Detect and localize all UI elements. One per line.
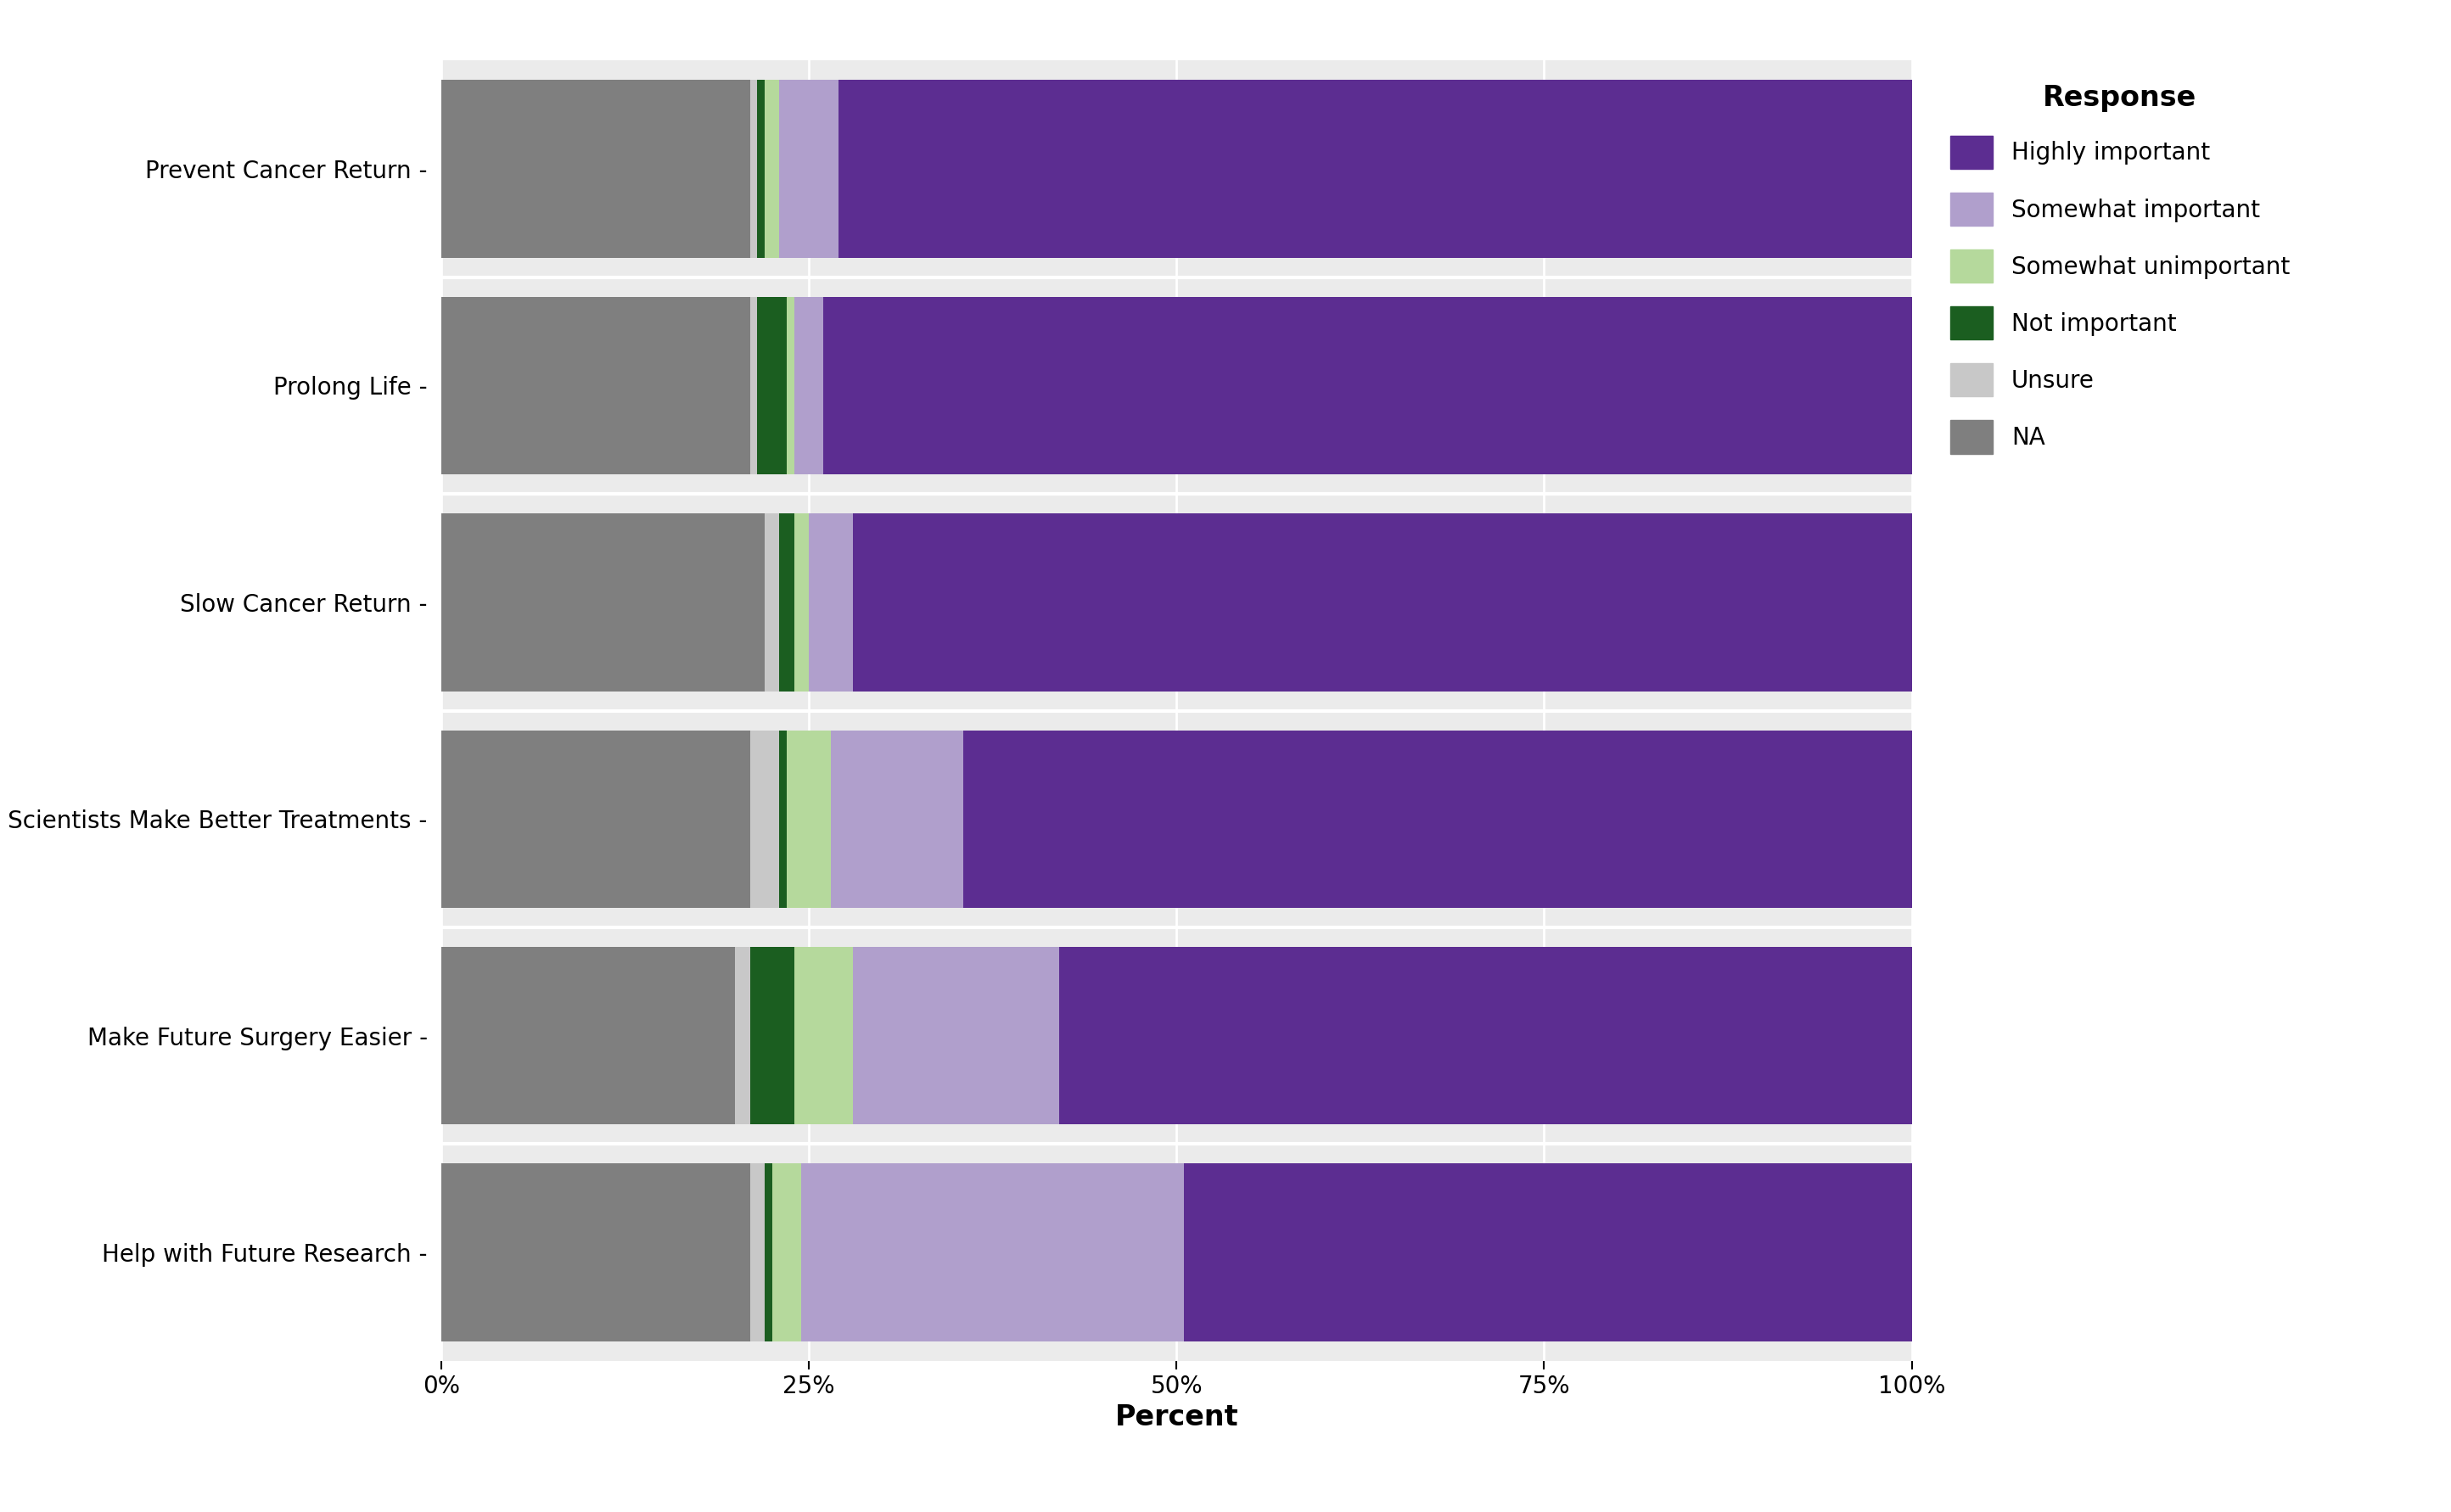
Bar (735, 947, 750, 1125)
Bar (853, 514, 1912, 691)
Bar (794, 296, 824, 475)
Bar (1184, 1164, 1912, 1341)
Bar (441, 947, 735, 1125)
Bar (838, 80, 1912, 257)
Bar (765, 1164, 772, 1341)
Legend: Highly important, Somewhat important, Somewhat unimportant, Not important, Unsur: Highly important, Somewhat important, So… (1939, 73, 2301, 466)
Bar (441, 80, 750, 257)
Bar (441, 296, 750, 475)
Bar (963, 730, 1912, 907)
Bar (750, 80, 757, 257)
Bar (787, 296, 794, 475)
Bar (765, 514, 779, 691)
Bar (441, 730, 750, 907)
Bar (779, 730, 787, 907)
Bar (794, 947, 853, 1125)
Bar (779, 80, 838, 257)
Bar (765, 80, 779, 257)
Bar (831, 730, 963, 907)
Bar (853, 947, 1059, 1125)
Bar (772, 1164, 801, 1341)
Bar (750, 947, 794, 1125)
Bar (809, 514, 853, 691)
Bar (824, 296, 1912, 475)
Bar (441, 1164, 750, 1341)
Bar (750, 730, 779, 907)
Bar (801, 1164, 1184, 1341)
Bar (787, 730, 831, 907)
Bar (1059, 947, 1912, 1125)
Bar (779, 514, 794, 691)
Bar (750, 296, 757, 475)
Bar (750, 1164, 765, 1341)
Bar (757, 296, 787, 475)
Bar (794, 514, 809, 691)
Bar (757, 80, 765, 257)
X-axis label: Percent: Percent (1115, 1403, 1238, 1432)
Bar (441, 514, 765, 691)
